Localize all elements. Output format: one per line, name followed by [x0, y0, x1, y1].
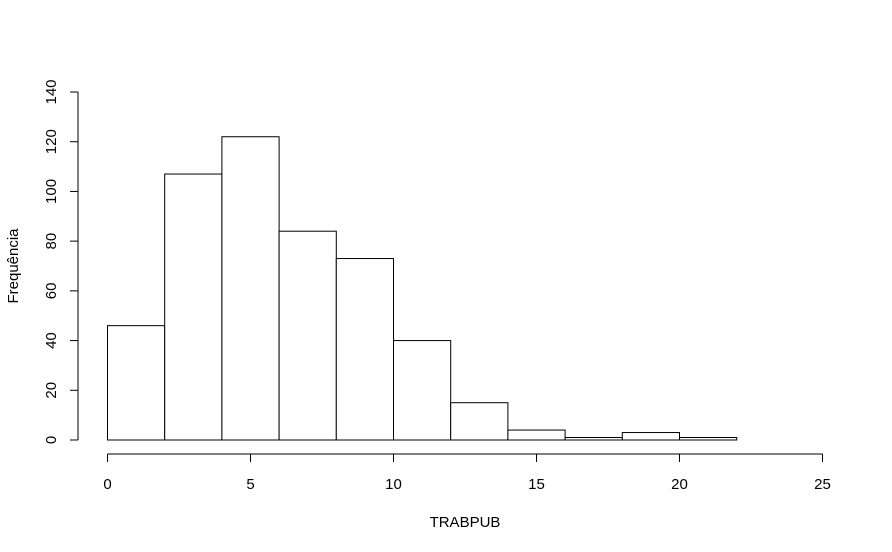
x-tick-label: 10 [385, 476, 402, 493]
x-tick-label: 25 [814, 476, 831, 493]
x-tick-label: 20 [671, 476, 688, 493]
x-tick-label: 15 [528, 476, 545, 493]
y-tick-label: 0 [43, 436, 60, 444]
histogram-bar-2 [221, 136, 280, 441]
y-tick-label: 20 [43, 382, 60, 399]
y-axis-title: Frequência [5, 228, 22, 304]
y-tick-label: 120 [43, 129, 60, 154]
y-tick-label: 100 [43, 179, 60, 204]
y-tick-label: 40 [43, 332, 60, 349]
y-axis: 0 20 40 60 80 100 120 140 [43, 79, 79, 444]
histogram-bar-7 [507, 429, 566, 441]
x-tick-label: 5 [246, 476, 254, 493]
histogram-bar-4 [335, 258, 394, 441]
histogram-bar-1 [164, 173, 223, 441]
x-tick-label: 0 [103, 476, 111, 493]
x-axis: 0 5 10 15 20 25 [103, 453, 831, 493]
histogram-bar-3 [278, 230, 337, 441]
histogram-bar-0 [107, 325, 166, 441]
y-tick-label: 80 [43, 233, 60, 250]
x-axis-title: TRABPUB [430, 514, 501, 531]
y-tick-label: 60 [43, 283, 60, 300]
y-tick-label: 140 [43, 79, 60, 104]
histogram-bar-9 [621, 432, 680, 441]
histogram-bars [107, 136, 738, 441]
histogram-bar-8 [564, 437, 623, 441]
histogram-bar-5 [393, 340, 452, 441]
histogram-bar-10 [679, 437, 738, 441]
histogram-bar-6 [450, 402, 509, 441]
